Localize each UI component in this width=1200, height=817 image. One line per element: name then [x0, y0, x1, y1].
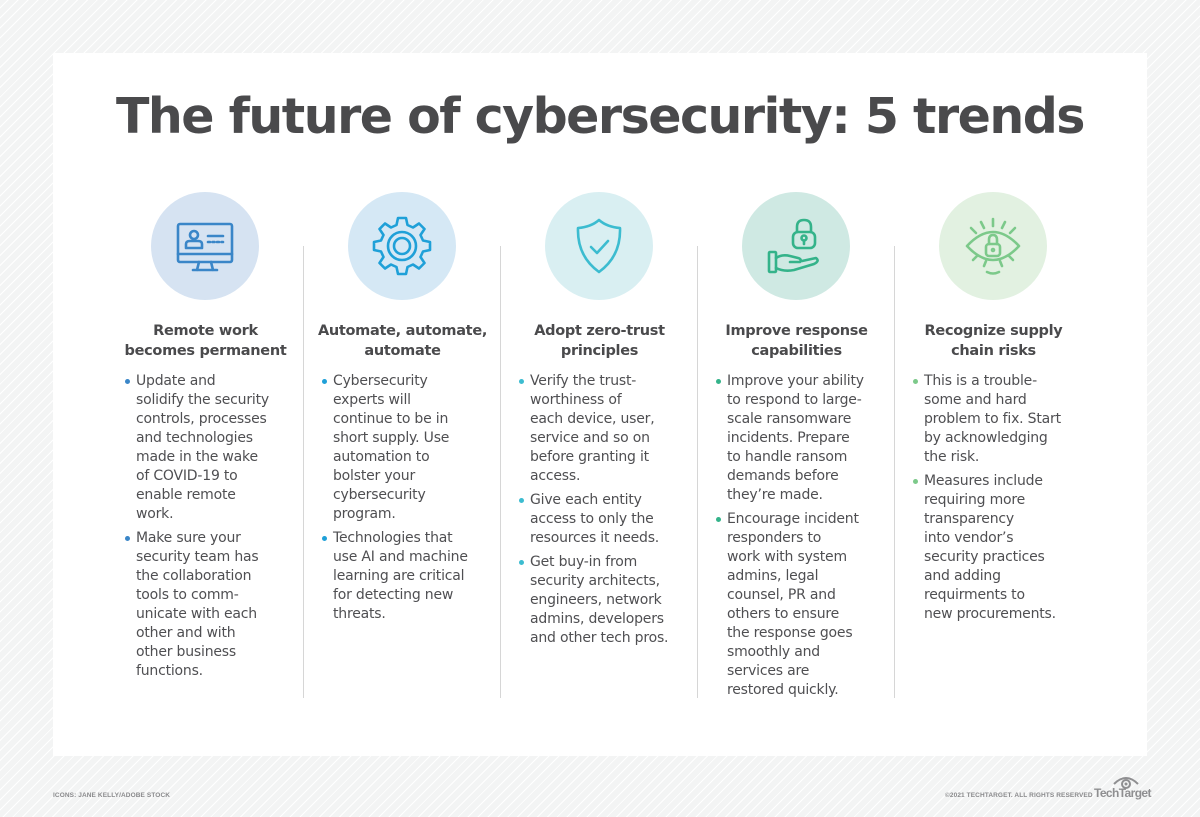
bullet-item: Make sure your security team has the col…: [124, 529, 294, 681]
trend-bullets: Update and solidify the security control…: [124, 372, 294, 686]
trend-heading: Adopt zero-trust principles: [534, 323, 665, 359]
column-divider: [894, 246, 895, 698]
bullet-item: Get buy-in from security architects, eng…: [518, 553, 688, 648]
trend-column-supply-chain: Recognize supply chain risks This is a t…: [895, 192, 1092, 702]
bullet-dot-icon: [913, 479, 918, 484]
trend-bullets: Cybersecurity experts will continue to b…: [321, 372, 491, 629]
bullet-dot-icon: [519, 560, 524, 565]
bullet-dot-icon: [322, 379, 327, 384]
techtarget-logo: TechTarget: [1094, 774, 1152, 802]
bullet-item: Technologies that use AI and machine lea…: [321, 529, 491, 624]
bullet-item: Update and solidify the security control…: [124, 372, 294, 524]
trend-column-zero-trust: Adopt zero-trust principles Verify the t…: [501, 192, 698, 702]
bullet-dot-icon: [125, 536, 130, 541]
trend-column-automate: Automate, automate, automate Cybersecuri…: [304, 192, 501, 702]
computer-user-icon: [176, 222, 234, 272]
copyright-notice: ©2021 TECHTARGET. ALL RIGHTS RESERVED: [945, 792, 1093, 799]
bullet-dot-icon: [913, 379, 918, 384]
trend-heading: Recognize supply chain risks: [924, 323, 1063, 359]
icon-circle: [348, 192, 456, 300]
trend-bullets: This is a trouble- some and hard problem…: [912, 372, 1082, 629]
bullet-dot-icon: [322, 536, 327, 541]
hand-lock-icon: [767, 218, 819, 274]
bullet-dot-icon: [716, 379, 721, 384]
trend-heading: Remote work becomes permanent: [124, 323, 287, 359]
trend-heading: Improve response capabilities: [725, 323, 868, 359]
trend-bullets: Verify the trust- worthiness of each dev…: [518, 372, 688, 653]
infographic-card: [53, 53, 1147, 756]
bullet-item: Verify the trust- worthiness of each dev…: [518, 372, 688, 486]
bullet-item: Encourage incident responders to work wi…: [715, 510, 885, 700]
bullet-item: Give each entity access to only the reso…: [518, 491, 688, 548]
bullet-item: Improve your ability to respond to large…: [715, 372, 885, 505]
icon-credit: ICONS: JANE KELLY/ADOBE STOCK: [53, 792, 171, 799]
icon-circle: [939, 192, 1047, 300]
trends-columns: Remote work becomes permanent Update and…: [107, 192, 1093, 702]
bullet-item: Measures include requiring more transpar…: [912, 472, 1082, 624]
page-title: The future of cybersecurity: 5 trends: [116, 88, 1085, 145]
shield-check-icon: [576, 218, 622, 274]
icon-circle: [151, 192, 259, 300]
column-divider: [500, 246, 501, 698]
gear-icon: [372, 216, 432, 276]
bullet-dot-icon: [125, 379, 130, 384]
trend-heading: Automate, automate, automate: [317, 323, 488, 359]
bullet-item: Cybersecurity experts will continue to b…: [321, 372, 491, 524]
bullet-dot-icon: [519, 498, 524, 503]
icon-circle: [545, 192, 653, 300]
icon-circle: [742, 192, 850, 300]
column-divider: [697, 246, 698, 698]
trend-bullets: Improve your ability to respond to large…: [715, 372, 885, 705]
eye-logo-icon: [1113, 777, 1139, 789]
eye-lock-icon: [965, 217, 1021, 275]
bullet-item: This is a trouble- some and hard problem…: [912, 372, 1082, 467]
trend-column-response: Improve response capabilities Improve yo…: [698, 192, 895, 702]
bullet-dot-icon: [519, 379, 524, 384]
bullet-dot-icon: [716, 517, 721, 522]
logo-text: TechTarget: [1094, 786, 1152, 800]
trend-column-remote-work: Remote work becomes permanent Update and…: [107, 192, 304, 702]
column-divider: [303, 246, 304, 698]
